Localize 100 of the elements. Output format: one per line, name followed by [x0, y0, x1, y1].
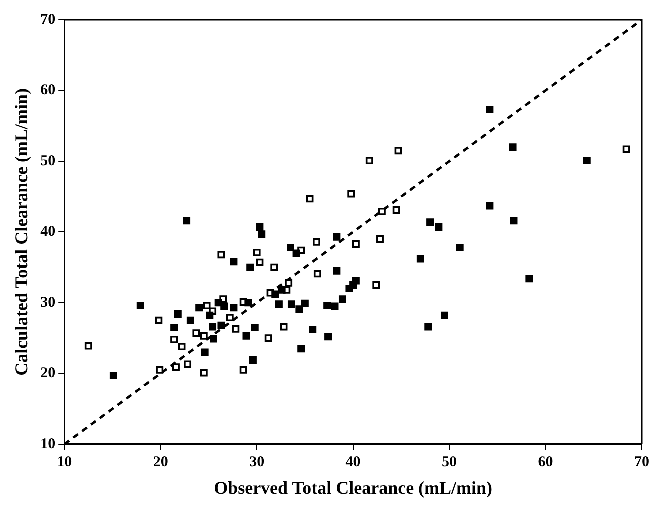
point: [510, 217, 518, 225]
point: [333, 267, 341, 275]
point: [287, 244, 294, 252]
point: [264, 334, 272, 342]
y-tick-label: 40: [40, 224, 56, 240]
point: [314, 270, 322, 278]
point: [249, 356, 257, 364]
point: [232, 325, 240, 333]
point: [296, 306, 304, 314]
x-tick-label: 20: [153, 454, 168, 470]
point: [136, 302, 144, 310]
point: [218, 251, 226, 259]
y-tick-label: 20: [40, 366, 56, 382]
point: [246, 264, 254, 272]
point: [486, 202, 494, 210]
point: [348, 190, 356, 198]
point: [251, 324, 259, 332]
point: [256, 258, 264, 266]
point: [292, 250, 300, 258]
point: [392, 206, 400, 214]
point: [209, 323, 217, 331]
point: [324, 333, 332, 341]
point: [486, 106, 494, 114]
x-tick-label: 30: [250, 454, 265, 470]
point: [435, 224, 443, 231]
point: [272, 290, 280, 298]
point: [394, 147, 402, 155]
point: [170, 336, 178, 344]
point: [352, 240, 360, 248]
point: [172, 364, 180, 372]
point: [301, 300, 309, 308]
point: [214, 299, 222, 307]
point: [424, 323, 432, 331]
x-tick-label: 40: [346, 454, 361, 470]
point: [306, 195, 314, 203]
point: [210, 335, 218, 343]
point: [331, 302, 339, 310]
point: [230, 304, 238, 312]
y-tick-label: 60: [40, 82, 56, 99]
point: [206, 312, 214, 320]
x-axis-title: Observed Total Clearance (mL/min): [214, 478, 493, 498]
point: [170, 324, 178, 332]
point: [230, 258, 238, 266]
point: [346, 285, 354, 293]
point: [110, 372, 118, 380]
point: [242, 332, 250, 340]
point: [226, 314, 234, 322]
y-tick-label: 70: [40, 12, 56, 28]
point: [256, 224, 264, 231]
point: [526, 275, 534, 283]
point: [313, 238, 320, 246]
point: [186, 316, 194, 324]
x-tick-label: 70: [634, 454, 650, 470]
point: [200, 369, 208, 377]
x-tick-label: 10: [57, 454, 72, 470]
point: [509, 144, 517, 152]
point: [84, 342, 92, 350]
x-tick-label: 60: [538, 454, 554, 470]
point: [376, 236, 384, 243]
point: [440, 312, 448, 320]
point: [622, 146, 630, 154]
point: [338, 296, 346, 304]
point: [333, 233, 341, 241]
point: [324, 302, 332, 310]
point: [378, 208, 386, 216]
point: [244, 299, 252, 307]
point: [372, 282, 380, 289]
point: [280, 323, 288, 331]
point: [416, 255, 424, 263]
point: [258, 230, 266, 238]
point: [196, 304, 204, 312]
point: [155, 316, 163, 324]
y-axis-title: Calculated Total Clearance (mL/min): [11, 88, 32, 376]
point: [583, 157, 591, 164]
point: [285, 279, 293, 287]
point: [183, 217, 191, 225]
point: [426, 218, 434, 226]
point: [218, 322, 226, 330]
point: [184, 360, 192, 368]
point: [288, 300, 296, 308]
point: [275, 300, 283, 308]
point: [309, 326, 317, 334]
point: [192, 330, 200, 338]
point: [456, 244, 464, 252]
point: [203, 302, 211, 310]
point: [156, 366, 164, 374]
point: [298, 345, 306, 353]
point: [270, 264, 278, 272]
y-tick-label: 50: [40, 153, 56, 170]
y-tick-label: 30: [40, 294, 56, 311]
point: [178, 343, 186, 351]
point: [174, 310, 182, 318]
point: [200, 332, 208, 340]
point: [366, 157, 374, 164]
point: [220, 302, 228, 310]
x-tick-label: 50: [442, 454, 458, 470]
point: [201, 348, 209, 356]
y-tick-label: 10: [40, 436, 56, 452]
point: [253, 248, 261, 256]
point: [240, 366, 248, 374]
